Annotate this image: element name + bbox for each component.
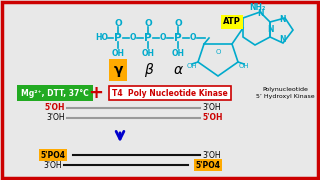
Text: Mg²⁺, DTT, 37°C: Mg²⁺, DTT, 37°C — [21, 89, 89, 98]
Text: OH: OH — [172, 48, 185, 57]
Text: HO: HO — [95, 33, 108, 42]
Text: N: N — [267, 26, 273, 35]
Text: β: β — [144, 63, 152, 77]
Text: P: P — [114, 33, 122, 43]
Text: 5'PO4: 5'PO4 — [196, 161, 220, 170]
Text: N: N — [279, 15, 285, 24]
Text: O: O — [144, 19, 152, 28]
Text: OH: OH — [111, 48, 124, 57]
Text: 3'OH: 3'OH — [202, 150, 220, 159]
Text: γ: γ — [113, 63, 123, 77]
Text: ATP: ATP — [223, 17, 241, 26]
Text: 3'OH: 3'OH — [46, 114, 65, 123]
Text: N: N — [257, 10, 263, 19]
Text: +: + — [89, 84, 103, 102]
Text: 5'PO4: 5'PO4 — [41, 150, 66, 159]
Text: OH: OH — [239, 63, 249, 69]
Text: α: α — [173, 63, 183, 77]
Text: NH₂: NH₂ — [249, 3, 265, 12]
Text: O: O — [160, 33, 166, 42]
Text: O: O — [130, 33, 136, 42]
Text: Polynucleotide
5’ Hydroxyl Kinase: Polynucleotide 5’ Hydroxyl Kinase — [256, 87, 314, 99]
Text: 5'OH: 5'OH — [44, 103, 65, 112]
Text: P: P — [174, 33, 182, 43]
Text: OH: OH — [187, 63, 197, 69]
Text: O: O — [114, 19, 122, 28]
Text: O: O — [215, 49, 221, 55]
Text: 3'OH: 3'OH — [44, 161, 62, 170]
Text: 5'OH: 5'OH — [202, 114, 222, 123]
Text: O: O — [190, 33, 196, 42]
Text: P: P — [144, 33, 152, 43]
Text: 3'OH: 3'OH — [202, 103, 220, 112]
Text: T4  Poly Nucleotide Kinase: T4 Poly Nucleotide Kinase — [112, 89, 228, 98]
Text: O: O — [174, 19, 182, 28]
Text: OH: OH — [141, 48, 155, 57]
Text: N: N — [279, 35, 285, 44]
